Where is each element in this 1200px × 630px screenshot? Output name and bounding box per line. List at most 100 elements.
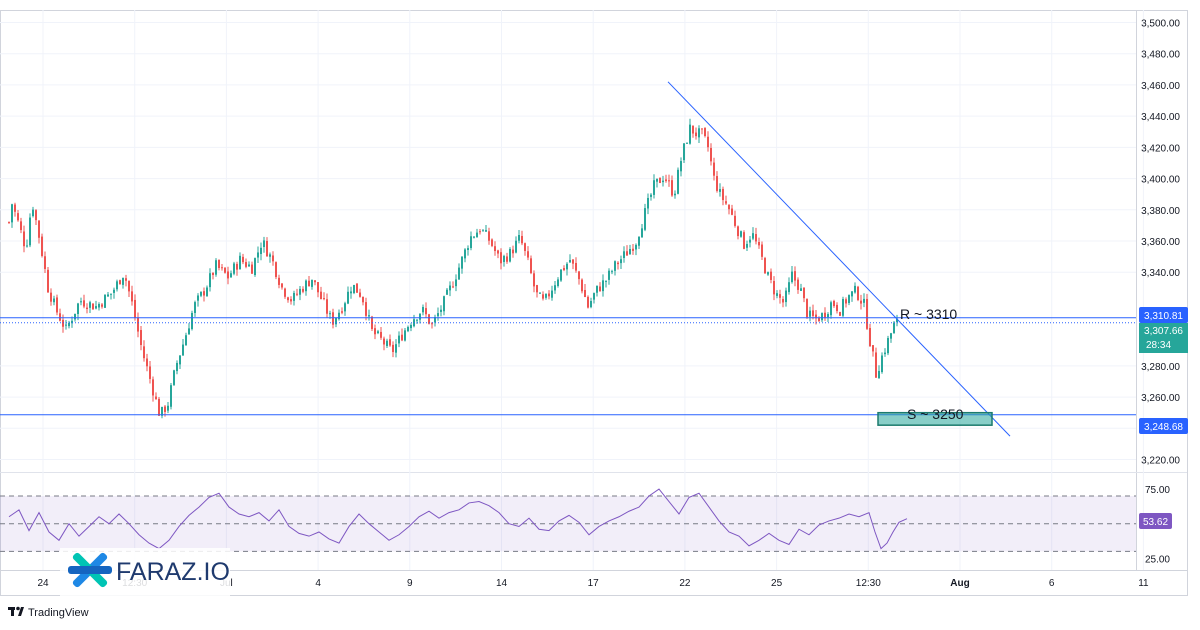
candle-body (35, 210, 37, 221)
candle-body (149, 366, 151, 379)
candle-body (548, 293, 550, 297)
candle-body (704, 128, 706, 136)
candle-body (323, 298, 325, 300)
candle-body (770, 271, 772, 280)
candle-body (266, 240, 268, 257)
candle-body (485, 230, 487, 232)
candle-body (425, 308, 427, 315)
candle-body (50, 292, 52, 302)
candle-body (17, 213, 19, 221)
candle-body (644, 208, 646, 230)
candle-body (653, 180, 655, 195)
candle-body (884, 352, 886, 355)
candle-body (662, 180, 664, 183)
candle-body (305, 280, 307, 292)
chart-frame (0, 10, 1188, 596)
price-axis[interactable]: 3,500.00 3,480.00 3,460.00 3,440.00 3,420.00… (1141, 18, 1180, 565)
candle-body (518, 234, 520, 241)
candle-body (161, 406, 163, 416)
candle-body (650, 194, 652, 197)
candle-body (386, 340, 388, 347)
candle-body (740, 231, 742, 237)
candle-body (83, 300, 85, 307)
candle-body (224, 267, 226, 273)
candle-body (533, 273, 535, 287)
candle-body (668, 180, 670, 182)
price-tick-label: 3,220.00 (1141, 456, 1180, 467)
candle-body (686, 142, 688, 144)
candle-body (782, 299, 784, 303)
candle-body (479, 231, 481, 233)
time-tick-label: 12:30 (856, 578, 881, 589)
candle-body (155, 396, 157, 399)
candle-body (125, 278, 127, 281)
candle-body (500, 252, 502, 264)
candle-body (527, 251, 529, 258)
candle-body (119, 280, 121, 285)
candle-body (692, 125, 694, 134)
candle-body (845, 299, 847, 304)
candle-body (530, 258, 532, 274)
trendline[interactable] (667, 81, 1011, 437)
candle-body (608, 270, 610, 280)
candle-body (863, 298, 865, 303)
candle-body (797, 279, 799, 290)
candle-body (401, 334, 403, 341)
candle-body (785, 290, 787, 303)
candle-body (455, 279, 457, 287)
candle-body (839, 312, 841, 316)
candle-body (722, 188, 724, 201)
candle-body (80, 301, 82, 303)
candle-body (812, 310, 814, 316)
candle-body (134, 299, 136, 318)
candle-body (629, 248, 631, 255)
candle-body (875, 352, 877, 378)
candle-body (26, 245, 28, 247)
candle-body (779, 294, 781, 298)
candle-body (575, 262, 577, 271)
candle-body (446, 289, 448, 295)
candle-body (626, 251, 628, 256)
candle-body (482, 230, 484, 232)
candle-body (767, 272, 769, 275)
candle-body (659, 177, 661, 183)
candle-body (86, 307, 88, 309)
candle-body (461, 256, 463, 269)
candle-body (437, 313, 439, 317)
candle-body (464, 249, 466, 259)
candle-body (332, 312, 334, 325)
candle-body (47, 269, 49, 293)
candles (8, 118, 898, 419)
candle-body (806, 299, 808, 318)
candle-body (92, 303, 94, 310)
support-zone[interactable] (877, 411, 993, 426)
candle-body (146, 358, 148, 367)
candle-body (620, 259, 622, 264)
candle-body (350, 291, 352, 294)
candle-body (821, 313, 823, 321)
candle-body (188, 328, 190, 335)
candle-body (551, 290, 553, 298)
candle-body (59, 313, 61, 321)
candle-body (689, 124, 691, 144)
candle-body (260, 247, 262, 255)
candle-body (275, 262, 277, 278)
candle-body (803, 287, 805, 299)
candle-body (140, 330, 142, 346)
candle-body (359, 292, 361, 297)
rsi-pane (0, 488, 1136, 552)
candle-body (665, 179, 667, 182)
candle-body (506, 256, 508, 262)
candle-body (728, 205, 730, 210)
candle-body (269, 254, 271, 257)
candle-body (398, 335, 400, 344)
candle-body (23, 231, 25, 247)
candle-body (164, 406, 166, 412)
candle-body (395, 344, 397, 353)
candle-body (392, 344, 394, 353)
candle-body (881, 355, 883, 373)
candle-body (383, 338, 385, 345)
candle-body (524, 243, 526, 251)
candle-body (572, 259, 574, 264)
